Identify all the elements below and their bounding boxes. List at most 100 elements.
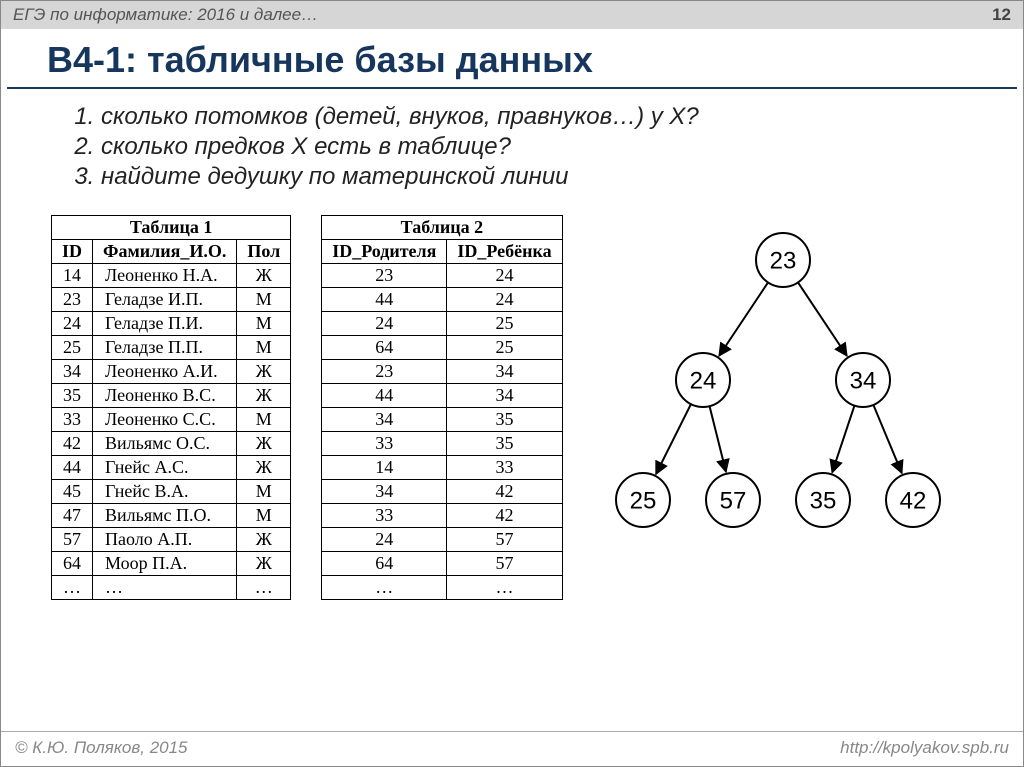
- table-cell: 57: [52, 528, 93, 552]
- table-cell: Ж: [237, 552, 291, 576]
- table-row: 4434: [322, 384, 562, 408]
- table-cell: Гнейс А.С.: [93, 456, 237, 480]
- question-list: сколько потомков (детей, внуков, правнук…: [1, 89, 1023, 205]
- table-cell: 23: [322, 264, 447, 288]
- tree-node: 42: [886, 473, 940, 527]
- table-cell: Ж: [237, 360, 291, 384]
- table-cell: Ж: [237, 456, 291, 480]
- table-cell: Геладзе П.П.: [93, 336, 237, 360]
- table-caption: Таблица 2: [322, 216, 562, 240]
- table-cell: 25: [52, 336, 93, 360]
- table-cell: 25: [447, 312, 562, 336]
- table-cell: …: [447, 576, 562, 600]
- table-cell: …: [322, 576, 447, 600]
- tree-edge: [832, 406, 854, 473]
- table-row: 6457: [322, 552, 562, 576]
- table-row: 25Геладзе П.П.М: [52, 336, 291, 360]
- table-row: 14Леоненко Н.А.Ж: [52, 264, 291, 288]
- table-header: ID_Родителя: [322, 240, 447, 264]
- table-cell: 23: [322, 360, 447, 384]
- table-cell: 42: [447, 504, 562, 528]
- page-number: 12: [992, 5, 1011, 25]
- table-cell: 35: [52, 384, 93, 408]
- table-cell: 64: [322, 552, 447, 576]
- table-cell: 34: [447, 384, 562, 408]
- table-row: ………: [52, 576, 291, 600]
- table-2: Таблица 2ID_РодителяID_Ребёнка2324442424…: [321, 215, 562, 600]
- table-row: 35Леоненко В.С.Ж: [52, 384, 291, 408]
- table-row: 2425: [322, 312, 562, 336]
- table-cell: 24: [52, 312, 93, 336]
- tree-diagram: 23243425573542: [593, 215, 983, 600]
- table-cell: 45: [52, 480, 93, 504]
- table-cell: 33: [322, 504, 447, 528]
- table-cell: Леоненко С.С.: [93, 408, 237, 432]
- table-cell: 24: [447, 264, 562, 288]
- table-cell: 64: [322, 336, 447, 360]
- table-cell: Паоло А.П.: [93, 528, 237, 552]
- table-row: 2457: [322, 528, 562, 552]
- tree-edge: [656, 404, 691, 474]
- table-cell: Гнейс В.А.: [93, 480, 237, 504]
- table-row: 1433: [322, 456, 562, 480]
- svg-text:25: 25: [629, 488, 656, 515]
- table-cell: Моор П.А.: [93, 552, 237, 576]
- svg-text:24: 24: [689, 368, 716, 395]
- footer-bar: © К.Ю. Поляков, 2015 http://kpolyakov.sp…: [1, 731, 1023, 766]
- svg-text:42: 42: [899, 488, 926, 515]
- table-row: 6425: [322, 336, 562, 360]
- table-header: Пол: [237, 240, 291, 264]
- table-cell: М: [237, 480, 291, 504]
- table-cell: М: [237, 408, 291, 432]
- table-cell: 47: [52, 504, 93, 528]
- table-row: 3435: [322, 408, 562, 432]
- table-row: 2324: [322, 264, 562, 288]
- table-cell: 33: [322, 432, 447, 456]
- table-cell: 24: [322, 528, 447, 552]
- table-row: 4424: [322, 288, 562, 312]
- table-cell: Леоненко Н.А.: [93, 264, 237, 288]
- table-cell: 42: [52, 432, 93, 456]
- table-row: 23Геладзе И.П.М: [52, 288, 291, 312]
- copyright-text: © К.Ю. Поляков, 2015: [15, 738, 188, 758]
- table-header: ID: [52, 240, 93, 264]
- table-cell: 57: [447, 528, 562, 552]
- table-cell: 34: [322, 408, 447, 432]
- table-row: 47Вильямс П.О.М: [52, 504, 291, 528]
- table-1: Таблица 1IDФамилия_И.О.Пол14Леоненко Н.А…: [51, 215, 291, 600]
- table-cell: Леоненко В.С.: [93, 384, 237, 408]
- svg-text:57: 57: [719, 488, 746, 515]
- page-title: B4-1: табличные базы данных: [7, 29, 1017, 89]
- table-cell: 33: [52, 408, 93, 432]
- table-cell: М: [237, 504, 291, 528]
- table-cell: 14: [322, 456, 447, 480]
- table-row: 33Леоненко С.С.М: [52, 408, 291, 432]
- table-row: 64Моор П.А.Ж: [52, 552, 291, 576]
- table-cell: 42: [447, 480, 562, 504]
- question-item: сколько предков X есть в таблице?: [101, 133, 963, 161]
- header-bar: ЕГЭ по информатике: 2016 и далее… 12: [1, 1, 1023, 29]
- table-cell: М: [237, 312, 291, 336]
- table-cell: 34: [447, 360, 562, 384]
- tree-edge: [709, 406, 725, 472]
- table-cell: Ж: [237, 264, 291, 288]
- table-cell: Вильямс П.О.: [93, 504, 237, 528]
- table-cell: …: [52, 576, 93, 600]
- tree-node: 23: [756, 233, 810, 287]
- table-cell: 57: [447, 552, 562, 576]
- table-header: Фамилия_И.О.: [93, 240, 237, 264]
- tree-edge: [873, 405, 901, 473]
- table-row: 57Паоло А.П.Ж: [52, 528, 291, 552]
- tree-node: 24: [676, 353, 730, 407]
- table-cell: 24: [447, 288, 562, 312]
- table-cell: Леоненко А.И.: [93, 360, 237, 384]
- footer-url: http://kpolyakov.spb.ru: [840, 738, 1009, 758]
- table-cell: 34: [52, 360, 93, 384]
- table-cell: 44: [322, 288, 447, 312]
- table-row: 2334: [322, 360, 562, 384]
- table-row: 3442: [322, 480, 562, 504]
- table-cell: Ж: [237, 384, 291, 408]
- svg-text:34: 34: [849, 368, 876, 395]
- tree-node: 57: [706, 473, 760, 527]
- slide: ЕГЭ по информатике: 2016 и далее… 12 B4-…: [0, 0, 1024, 767]
